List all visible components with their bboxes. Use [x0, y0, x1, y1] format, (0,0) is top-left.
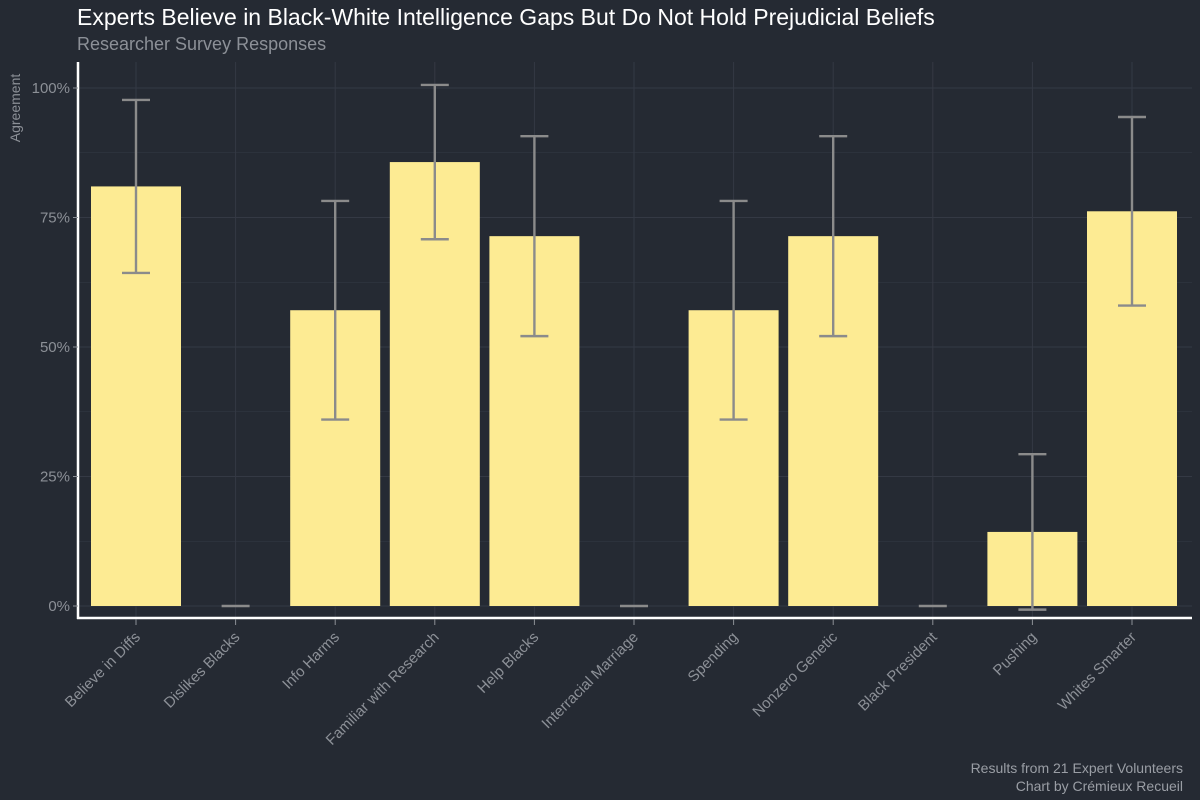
x-tick-label: Black President: [855, 628, 941, 714]
y-tick-label: 75%: [40, 210, 70, 227]
y-tick-label: 100%: [32, 80, 70, 97]
error-bar: [1118, 115, 1146, 307]
x-tick-label: Familiar with Research: [323, 629, 443, 749]
caption-sample-size: Results from 21 Expert Volunteers: [970, 760, 1183, 776]
y-tick-labels: 0% 25% 50% 75% 100%: [32, 80, 70, 615]
x-tick-label: Help Blacks: [474, 629, 542, 697]
x-tick-label: Believe in Diffs: [62, 629, 144, 711]
y-tick-label: 25%: [40, 469, 70, 486]
error-bar: [520, 134, 549, 338]
axes: [73, 62, 1192, 625]
chart-title: Experts Believe in Black-White Intellige…: [77, 4, 935, 30]
x-tick-label: Spending: [685, 629, 742, 686]
error-bar: [819, 134, 848, 338]
error-bar: [321, 199, 350, 421]
x-tick-label: Info Harms: [279, 629, 343, 693]
chart-subtitle: Researcher Survey Responses: [77, 34, 327, 54]
x-tick-label: Nonzero Genetic: [749, 628, 841, 720]
error-bar: [719, 199, 748, 421]
x-tick-label: Whites Smarter: [1055, 629, 1140, 714]
y-axis-title: Agreement: [7, 74, 23, 143]
x-tick-labels: Believe in Diffs Dislikes Blacks Info Harm…: [62, 628, 1140, 748]
error-bar: [1018, 453, 1047, 611]
x-tick-label: Pushing: [990, 629, 1040, 679]
caption-author: Chart by Crémieux Recueil: [1015, 778, 1183, 794]
x-tick-label: Interracial Marriage: [538, 629, 641, 732]
error-bars: [122, 83, 1146, 611]
x-tick-label: Dislikes Blacks: [161, 629, 244, 712]
error-bar: [420, 83, 449, 241]
y-tick-label: 50%: [40, 339, 70, 356]
error-bar: [122, 98, 150, 275]
y-tick-label: 0%: [48, 598, 70, 615]
